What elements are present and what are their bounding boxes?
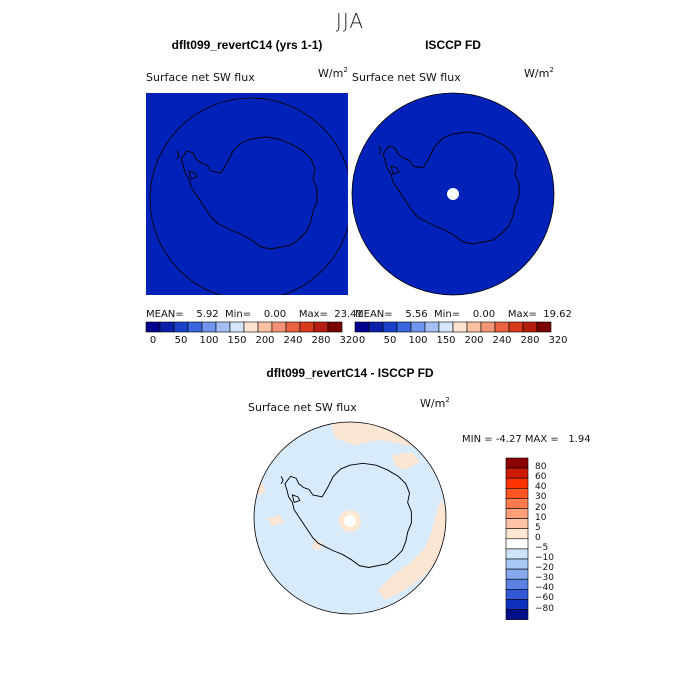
obs-units-label: W/m2	[524, 66, 554, 80]
model-antarctica-coastline	[176, 136, 318, 250]
diff-colorbar-swatch	[505, 477, 529, 489]
season-title: JJA	[335, 9, 365, 33]
obs-colorbar-tick: 280	[520, 335, 540, 346]
model-colorbar-tick: 200	[255, 335, 275, 346]
obs-colorbar-tick: 100	[408, 335, 428, 346]
diff-colorbar-swatch	[505, 568, 529, 580]
diff-colorbar-swatch	[505, 609, 529, 620]
diff-stats: MIN = -4.27 MAX = 1.94	[462, 434, 591, 445]
diff-colorbar-swatch	[505, 578, 529, 590]
diff-colorbar-swatch	[505, 548, 529, 560]
model-colorbar-tick: 150	[227, 335, 247, 346]
diff-colorbar-tick: −80	[535, 603, 554, 614]
diff-map-boundary	[253, 421, 447, 615]
diff-pole-hole	[344, 515, 356, 527]
diff-colorbar-swatch	[505, 508, 529, 519]
diff-colorbar-tick: 20	[535, 502, 547, 513]
diff-colorbar-swatch	[505, 538, 529, 550]
diff-colorbar-tick: 80	[535, 462, 547, 473]
diff-colorbar-tick: 30	[535, 492, 547, 503]
obs-pole-hole	[447, 188, 459, 200]
diff-colorbar-tick: 60	[535, 472, 547, 483]
model-map-field	[146, 93, 348, 295]
diff-colorbar-tick: −10	[535, 553, 554, 563]
model-panel-title: dflt099_revertC14 (yrs 1-1)	[171, 38, 323, 52]
diff-colorbar-swatch	[505, 487, 529, 499]
diff-colorbar-tick: −5	[535, 542, 549, 553]
diff-colorbar-tick: −30	[535, 573, 554, 584]
obs-antarctica-coastline	[378, 131, 520, 245]
diff-colorbar-tick: −40	[535, 583, 554, 594]
model-stats: MEAN= 5.92 Min= 0.00 Max= 23.41	[146, 309, 363, 320]
model-colorbar-tick: 50	[174, 335, 188, 346]
diff-colorbar-swatch	[505, 518, 529, 529]
model-colorbar-swatch	[327, 321, 343, 333]
model-colorbar-tick: 280	[311, 335, 331, 346]
model-units-label: W/m2	[318, 66, 348, 80]
diff-colorbar-swatch	[505, 457, 529, 469]
model-colorbar-tick: 0	[149, 335, 157, 346]
diff-positive-anomalies	[254, 422, 446, 600]
obs-panel-title: ISCCP FD	[425, 38, 481, 52]
model-map-boundary	[149, 97, 348, 295]
obs-stats: MEAN= 5.56 Min= 0.00 Max= 19.62	[355, 309, 572, 320]
obs-colorbar-tick: 240	[492, 335, 512, 346]
diff-colorbar-swatch	[505, 498, 529, 509]
obs-colorbar-tick: 0	[358, 335, 366, 346]
obs-variable-label: Surface net SW flux	[352, 71, 461, 84]
model-colorbar-tick: 240	[283, 335, 303, 346]
diff-variable-label: Surface net SW flux	[248, 401, 357, 414]
diff-colorbar-tick: 40	[535, 482, 547, 493]
model-variable-label: Surface net SW flux	[146, 71, 255, 84]
obs-colorbar-swatch	[536, 321, 552, 333]
diff-colorbar-tick: 5	[535, 522, 541, 533]
diff-colorbar-swatch	[505, 588, 529, 600]
obs-colorbar-tick: 320	[548, 335, 568, 346]
model-colorbar-tick: 100	[199, 335, 219, 346]
model-colorbar-tick: 320	[339, 335, 359, 346]
diff-colorbar-swatch	[505, 467, 529, 479]
obs-colorbar-tick: 200	[464, 335, 484, 346]
diff-colorbar-swatch	[505, 599, 529, 610]
obs-colorbar-tick: 150	[436, 335, 456, 346]
diff-units-label: W/m2	[420, 396, 450, 410]
diff-colorbar-tick: 0	[535, 532, 541, 543]
diff-antarctica-coastline	[280, 462, 412, 568]
diff-colorbar-swatch	[505, 528, 529, 540]
obs-colorbar-tick: 50	[383, 335, 397, 346]
diff-colorbar-tick: 10	[535, 512, 547, 523]
diff-colorbar-swatch	[505, 558, 529, 570]
diff-colorbar-tick: −60	[535, 593, 554, 604]
diff-colorbar-tick: −20	[535, 563, 554, 574]
diff-panel-title: dflt099_revertC14 - ISCCP FD	[266, 366, 434, 380]
